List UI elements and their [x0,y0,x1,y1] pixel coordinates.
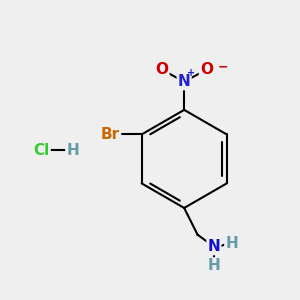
Text: O: O [155,62,168,77]
Text: −: − [218,60,228,73]
Text: +: + [187,68,195,78]
Text: H: H [208,258,220,273]
Text: H: H [66,142,79,158]
Text: N: N [178,74,190,89]
Text: Br: Br [101,127,120,142]
Text: O: O [200,62,213,77]
Text: Cl: Cl [33,142,50,158]
Text: N: N [208,239,220,254]
Text: H: H [225,236,238,251]
